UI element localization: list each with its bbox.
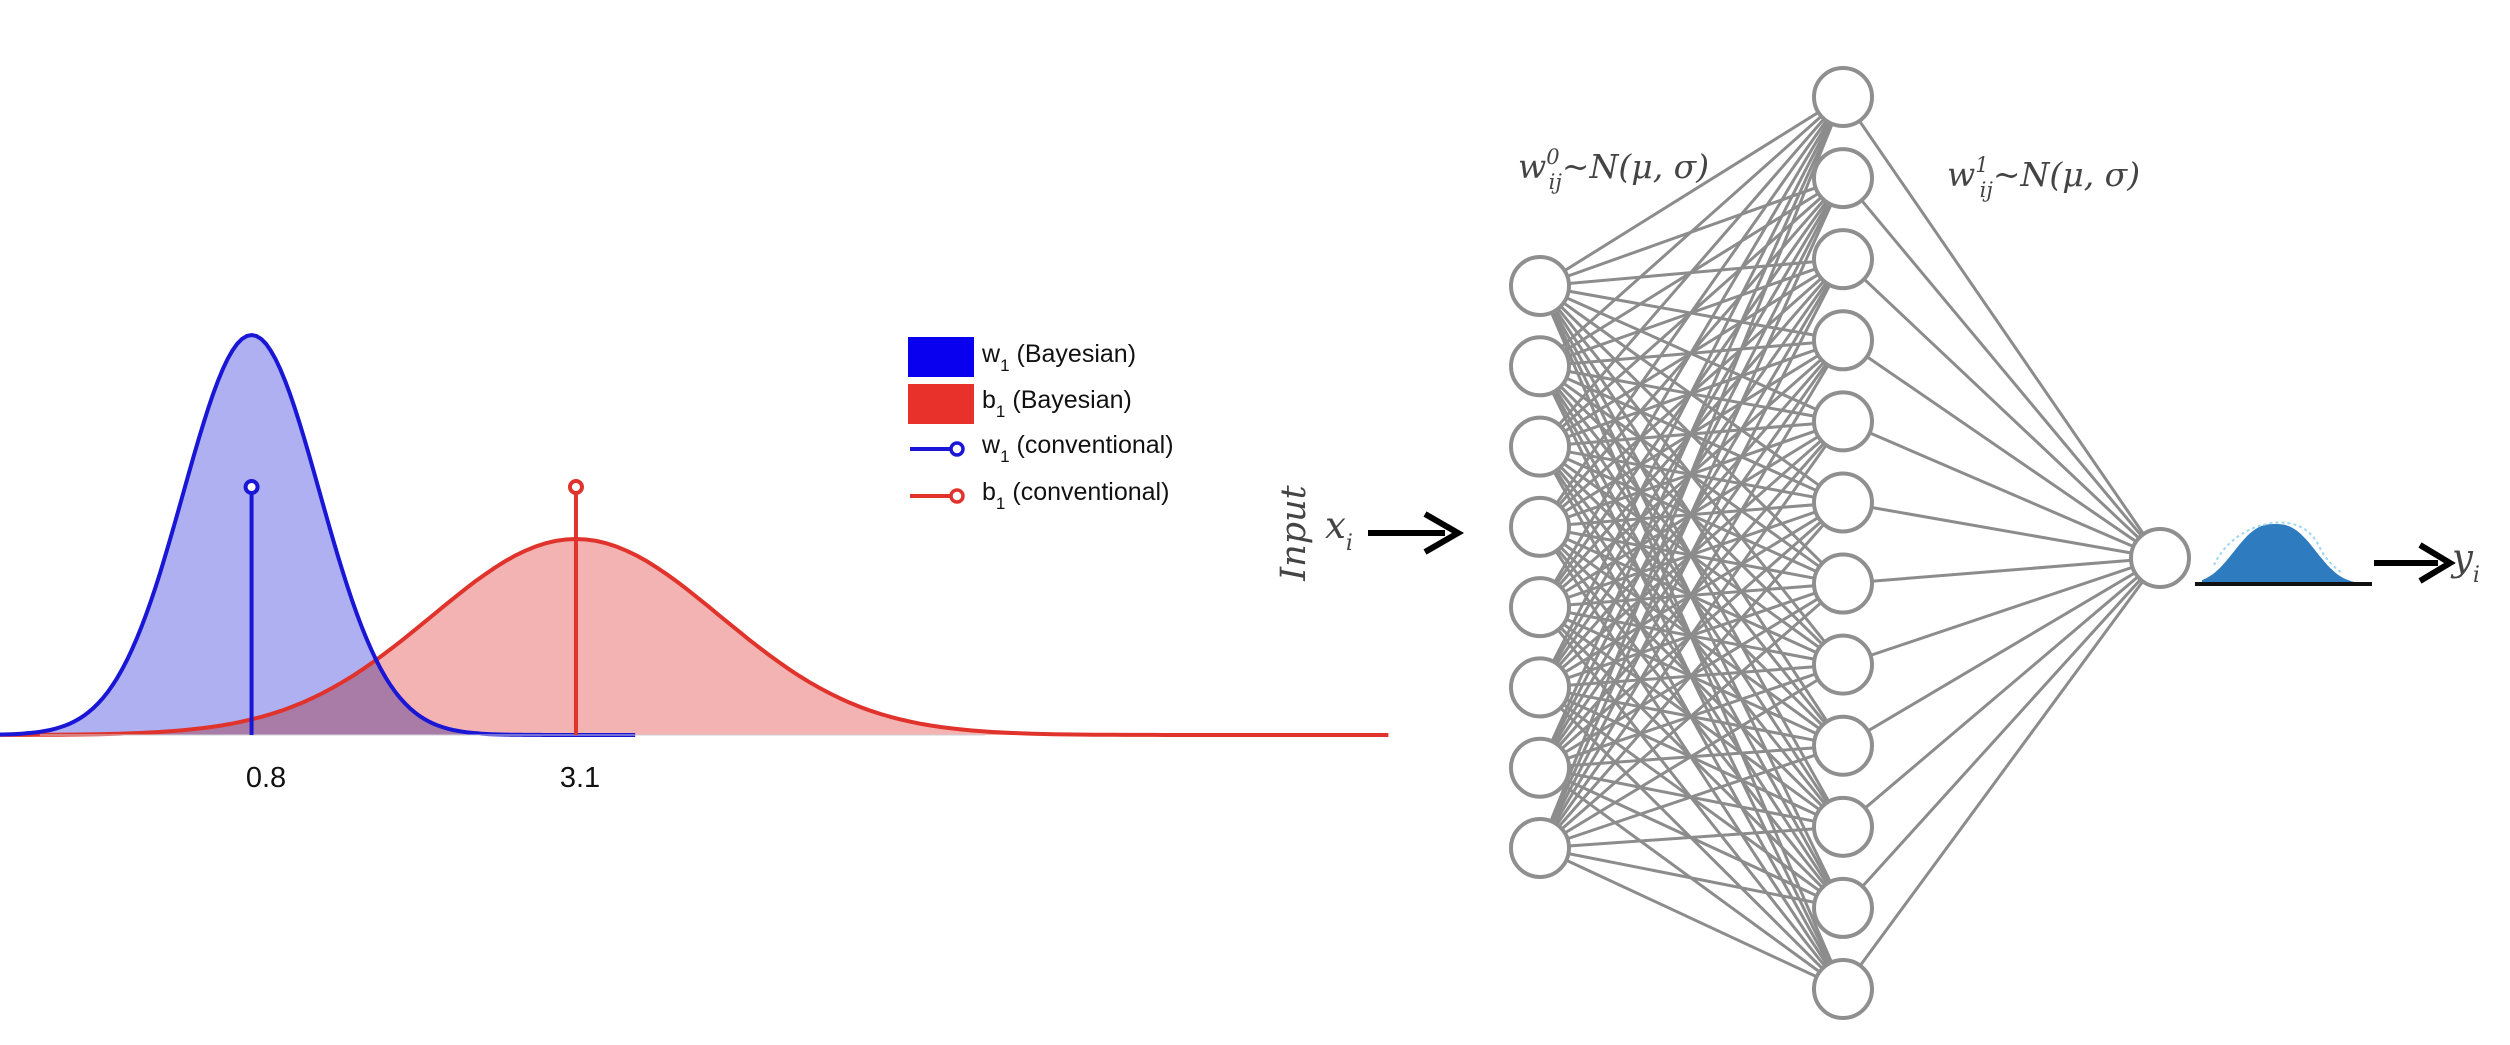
- hidden-node-6: [1812, 552, 1874, 615]
- tick-label-0: 0.8: [246, 762, 286, 794]
- legend-patch-red: [908, 384, 974, 424]
- edge-l1-0-0: [1841, 96, 2162, 559]
- b1-conventional-stem: [567, 479, 584, 735]
- edge-l0-7-8: [1539, 744, 1844, 850]
- output-distribution-icon: [2195, 521, 2372, 586]
- input-node-4: [1509, 576, 1571, 639]
- hidden-node-5: [1812, 471, 1874, 534]
- legend-entry-b1-conventional: b1 (conventional): [910, 478, 1169, 513]
- input-node-3: [1509, 495, 1571, 558]
- hidden-node-2: [1812, 228, 1874, 291]
- hidden-node-7: [1812, 633, 1874, 696]
- edge-l0-7-7: [1539, 663, 1844, 850]
- edge-l1-11-0: [1841, 557, 2162, 990]
- edge-l0-0-0: [1539, 95, 1844, 288]
- network-edges: [1538, 95, 2162, 991]
- legend: w1 (Bayesian) b1 (Bayesian) w1 (conventiona…: [908, 337, 1174, 513]
- edge-l1-3-0: [1842, 339, 2161, 560]
- output-arrow: [2374, 542, 2456, 584]
- edge-l0-7-3: [1538, 339, 1845, 849]
- legend-stem-marker-blue: [949, 441, 965, 457]
- edge-l1-2-0: [1841, 258, 2162, 560]
- input-node-1: [1509, 335, 1571, 398]
- edge-l0-7-0: [1538, 96, 1845, 849]
- hidden-node-8: [1812, 714, 1874, 777]
- input-arrow: [1368, 511, 1465, 555]
- edge-l0-7-6: [1539, 582, 1844, 850]
- edge-l0-1-0: [1539, 95, 1844, 368]
- edge-l0-7-1: [1538, 177, 1845, 849]
- legend-entry-b1-bayesian: b1 (Bayesian): [908, 384, 1132, 424]
- hidden-node-4: [1812, 390, 1874, 453]
- hidden-node-11: [1812, 958, 1874, 1020]
- hidden-node-10: [1812, 876, 1874, 939]
- edge-l0-6-0: [1538, 96, 1845, 769]
- edge-l1-1-0: [1841, 177, 2162, 559]
- network-nodes: [1509, 66, 2191, 1020]
- w1-prior-label: w1 ij~N(μ, σ): [1947, 153, 2140, 202]
- hidden-node-3: [1812, 309, 1874, 372]
- input-label: Input: [1274, 484, 1314, 581]
- legend-patch-blue: [908, 337, 974, 377]
- hidden-node-9: [1812, 795, 1874, 858]
- edge-l0-7-11: [1539, 846, 1844, 991]
- input-node-5: [1509, 656, 1571, 719]
- legend-label-w1-bayesian: w1 (Bayesian): [981, 340, 1136, 375]
- edge-l0-7-9: [1539, 825, 1844, 850]
- y-output-symbol: yi: [2450, 536, 2480, 588]
- edge-l1-9-0: [1842, 556, 2161, 828]
- edge-l1-7-0: [1842, 556, 2161, 667]
- edge-l0-7-4: [1538, 420, 1845, 849]
- edge-l1-5-0: [1842, 500, 2161, 560]
- edge-l0-7-10: [1539, 846, 1844, 910]
- legend-entry-w1-conventional: w1 (conventional): [910, 431, 1174, 466]
- tick-label-1: 3.1: [560, 762, 600, 794]
- legend-label-b1-bayesian: b1 (Bayesian): [982, 386, 1132, 421]
- edge-l0-7-5: [1538, 501, 1845, 849]
- w1-conventional-stem: [243, 479, 260, 735]
- hidden-node-1: [1812, 147, 1874, 210]
- edge-l1-10-0: [1841, 556, 2162, 909]
- w1-bayesian-fill: [0, 335, 636, 735]
- input-node-2: [1509, 415, 1571, 478]
- input-node-0: [1509, 255, 1571, 317]
- output-node-0: [2129, 527, 2191, 589]
- legend-stem-marker-red: [949, 488, 965, 504]
- edge-l1-8-0: [1842, 556, 2161, 748]
- w0-prior-label: w0 ij~N(μ, σ): [1518, 145, 1709, 194]
- legend-label-b1-conventional: b1 (conventional): [982, 478, 1169, 513]
- edge-l1-6-0: [1842, 556, 2161, 586]
- network-panel: Input xi w0 ij~N(μ, σ) w1 ij~N(μ, σ) yi: [1274, 66, 2480, 1020]
- edge-l0-3-0: [1538, 96, 1845, 528]
- x-input-symbol: xi: [1325, 504, 1353, 556]
- input-node-7: [1509, 817, 1571, 879]
- hidden-node-0: [1812, 66, 1874, 128]
- edge-l0-4-0: [1538, 96, 1845, 608]
- legend-label-w1-conventional: w1 (conventional): [981, 431, 1174, 466]
- edge-l0-7-2: [1538, 258, 1845, 849]
- legend-entry-w1-bayesian: w1 (Bayesian): [908, 337, 1136, 377]
- edge-l0-5-0: [1538, 96, 1845, 689]
- edge-l1-4-0: [1842, 419, 2161, 560]
- edge-l0-2-0: [1538, 96, 1845, 448]
- distribution-panel: 0.8 3.1 w1 (Bayesian) b1 (Bayesian) w1 (con…: [0, 332, 1389, 794]
- input-node-6: [1509, 736, 1571, 799]
